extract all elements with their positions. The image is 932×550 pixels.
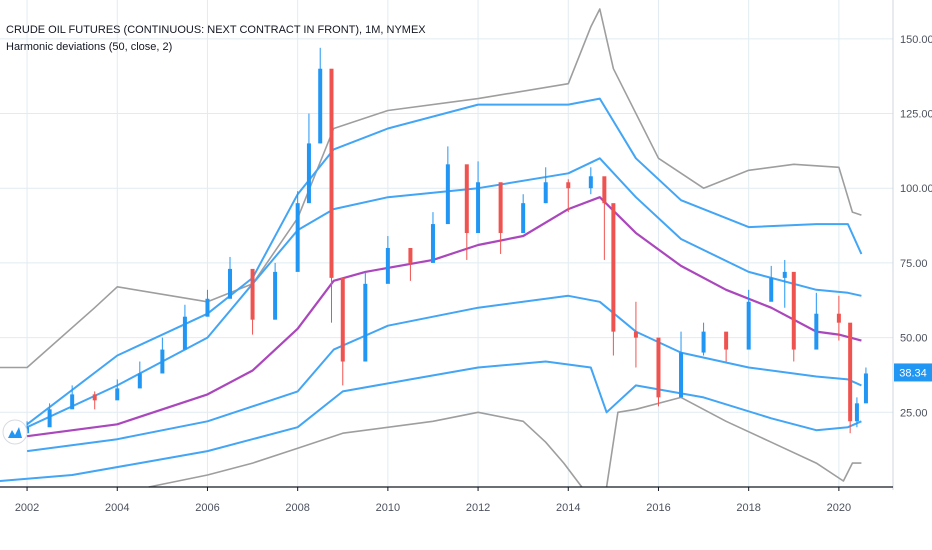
candle-body [47, 409, 52, 428]
candle-body [273, 271, 278, 320]
x-tick-label: 2016 [646, 502, 670, 514]
candle-body [70, 394, 75, 410]
candle-body [385, 247, 390, 284]
candle-body [769, 277, 774, 302]
x-tick-label: 2012 [466, 502, 490, 514]
candle-body [445, 164, 450, 225]
candle-body [724, 331, 729, 350]
candle-body [814, 313, 819, 350]
last-price-tag: 38.34 [894, 363, 932, 382]
x-tick-label: 2006 [195, 502, 219, 514]
y-tick-label: 50.00 [900, 333, 928, 345]
y-tick-label: 75.00 [900, 258, 928, 270]
outer-band-line [148, 411, 583, 488]
y-tick-label: 100.00 [900, 183, 932, 195]
y-tick-label: 150.00 [900, 34, 932, 46]
x-tick-label: 2010 [376, 502, 400, 514]
candle-body [854, 403, 859, 422]
candle-body [566, 182, 571, 189]
candle-body [92, 394, 97, 401]
candle-body [602, 176, 607, 204]
candle-body [848, 322, 853, 422]
candle-body [746, 301, 751, 350]
candle-body [701, 331, 706, 353]
x-tick-label: 2018 [736, 502, 760, 514]
center-line [26, 196, 862, 438]
x-tick-label: 2014 [556, 502, 580, 514]
candle-body [863, 373, 868, 404]
deviation-band-line [26, 97, 863, 426]
x-tick-label: 2020 [827, 502, 851, 514]
outer-deviation-bands [0, 8, 862, 488]
candle-body [476, 182, 481, 234]
candle-body [160, 349, 165, 374]
candle-body [611, 203, 616, 332]
candle-body [182, 316, 187, 350]
candle-body [306, 143, 311, 204]
candle-body [521, 203, 526, 234]
deviation-band-line [0, 360, 862, 482]
harmonic-center-line [26, 196, 862, 438]
candle-body [430, 224, 435, 263]
candle-body [633, 331, 638, 338]
candle-body [588, 176, 593, 189]
chart-title: CRUDE OIL FUTURES (CONTINUOUS: NEXT CONT… [6, 24, 426, 36]
candle-body [295, 203, 300, 272]
candle-body [836, 313, 841, 323]
candle-body [782, 271, 787, 278]
candle-body [408, 247, 413, 263]
candle-body [137, 373, 142, 389]
price-candles[interactable] [25, 47, 868, 434]
candle-body [679, 352, 684, 398]
x-tick-label: 2002 [15, 502, 39, 514]
y-tick-label: 25.00 [900, 407, 928, 419]
candle-body [656, 337, 661, 398]
candle-body [498, 182, 503, 234]
candle-body [329, 68, 334, 278]
candle-body [464, 164, 469, 234]
candle-body [115, 388, 120, 401]
outer-band-line [0, 8, 862, 369]
candle-body [340, 277, 345, 362]
last-price-label: 38.34 [899, 367, 927, 379]
x-tick-label: 2008 [285, 502, 309, 514]
deviation-band-line [26, 294, 862, 453]
tradingview-logo-icon[interactable] [2, 419, 28, 445]
candle-body [250, 268, 255, 320]
candle-body [205, 298, 210, 317]
candle-body [363, 283, 368, 362]
indicator-label[interactable]: Harmonic deviations (50, close, 2) [6, 41, 173, 53]
y-tick-label: 125.00 [900, 109, 932, 121]
price-axis[interactable]: 25.00 50.00 75.00 100.00 125.00 150.00 [900, 34, 932, 419]
candle-body [543, 182, 548, 204]
candle-body [791, 271, 796, 350]
x-tick-label: 2004 [105, 502, 129, 514]
time-axis[interactable]: 2002 2004 2006 2008 2010 2012 2014 2016 2018 2020 [15, 487, 851, 514]
candle-body [228, 268, 233, 299]
candle-body [318, 68, 323, 144]
outer-band-line [605, 396, 862, 488]
